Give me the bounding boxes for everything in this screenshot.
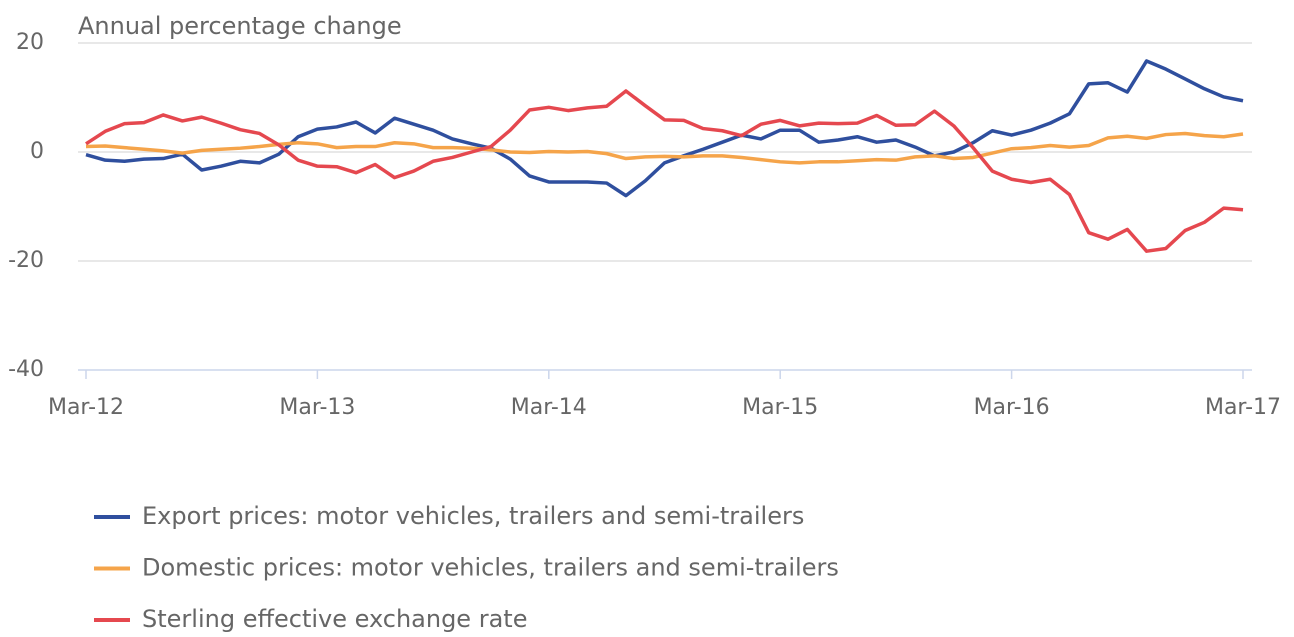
y-tick-label: -20 [8,248,44,273]
x-tick-label: Mar-17 [1205,395,1281,420]
chart-title: Annual percentage change [78,12,402,40]
legend-label: Sterling effective exchange rate [142,605,527,633]
legend-label: Domestic prices: motor vehicles, trailer… [142,554,839,582]
x-tick-label: Mar-13 [279,395,355,420]
series-line [85,89,1244,253]
series-line [85,59,1244,198]
y-tick-label: 0 [30,139,44,164]
y-tick-label: 20 [16,30,44,55]
x-tick-label: Mar-15 [742,395,818,420]
x-tick-label: Mar-12 [48,395,124,420]
y-tick-label: -40 [8,357,44,382]
legend-label: Export prices: motor vehicles, trailers … [142,502,804,530]
series-line [85,131,1244,165]
x-tick-label: Mar-16 [974,395,1050,420]
x-tick-label: Mar-14 [511,395,587,420]
